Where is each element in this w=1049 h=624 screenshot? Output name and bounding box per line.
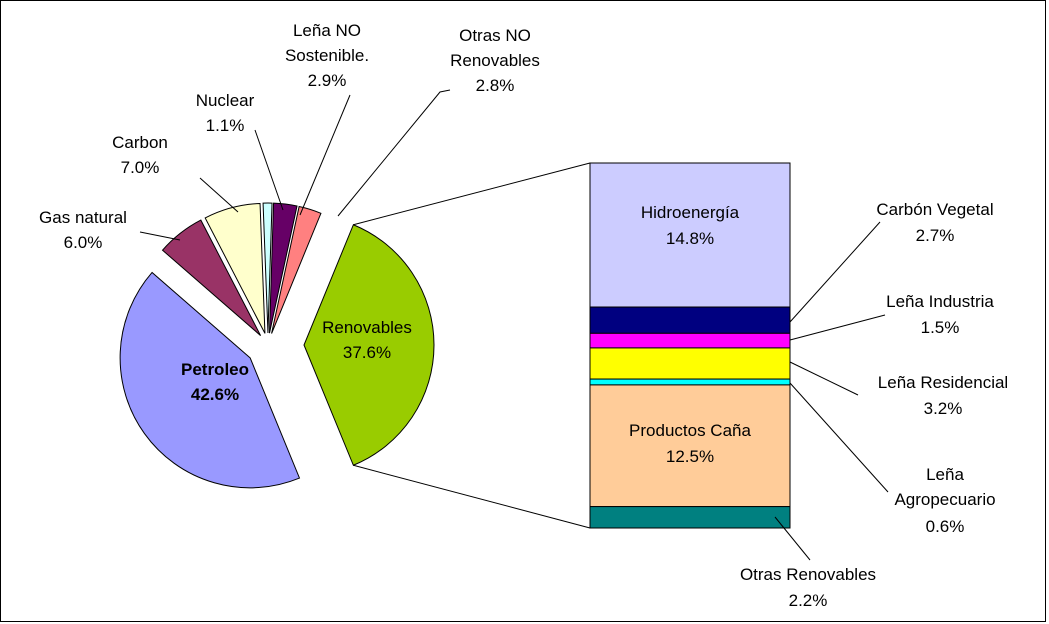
pie-slice: [268, 202, 298, 334]
bar-label: Otras Renovables: [739, 565, 877, 584]
bar-segment: [589, 347, 791, 380]
pie-slice: [262, 202, 273, 334]
pie-label: Petroleo: [180, 360, 250, 379]
leader-line: [789, 314, 886, 341]
bar-label: Carbón Vegetal: [876, 200, 994, 219]
pie-slice: [161, 219, 262, 336]
bar-segment: [589, 378, 791, 386]
bar-label: Leña Residencial: [877, 373, 1009, 392]
pie-value-label: 1.1%: [205, 116, 245, 135]
leader-line: [254, 129, 284, 211]
pie-value-label: 42.6%: [190, 385, 240, 404]
leader-line: [299, 94, 351, 216]
bar-segment: [589, 332, 791, 349]
leader-line: [353, 464, 591, 529]
bar-label: Leña Industria: [886, 292, 994, 311]
bar-label: Productos Caña: [629, 421, 751, 440]
leader-line: [353, 162, 591, 226]
pie-value-label: 2.9%: [307, 71, 347, 90]
bar-value-label: 2.7%: [915, 226, 955, 245]
pie-slice: [303, 224, 435, 466]
bar-segment: [589, 506, 791, 529]
bar-segment: [589, 306, 791, 334]
bar-segment: [589, 384, 791, 508]
leader-line: [789, 221, 881, 323]
bar-label: Leña Agropecuario: [894, 465, 996, 509]
pie-value-label: 2.8%: [475, 76, 515, 95]
pie-slice: [271, 205, 322, 334]
leader-line: [774, 516, 811, 561]
leader-line: [337, 89, 451, 217]
bar-segment: [589, 162, 791, 308]
bar-label: Hidroenergía: [640, 203, 740, 222]
pie-value-label: 7.0%: [120, 158, 160, 177]
bar-value-label: 14.8%: [665, 229, 715, 248]
leader-line: [199, 177, 239, 213]
pie-slice: [119, 271, 301, 489]
bar-value-label: 0.6%: [925, 517, 965, 536]
pie-label: Nuclear: [195, 91, 255, 110]
leader-line: [789, 361, 859, 396]
pie-label: Otras NO Renovables: [450, 26, 540, 70]
bar-value-label: 3.2%: [923, 399, 963, 418]
pie-label: Renovables: [322, 318, 412, 337]
pie-label: Gas natural: [39, 208, 127, 227]
pie-label: Leña NO Sostenible.: [284, 21, 370, 65]
bar-value-label: 1.5%: [920, 318, 960, 337]
leader-line: [139, 231, 181, 241]
pie-slice: [204, 202, 266, 334]
bar-value-label: 12.5%: [665, 447, 715, 466]
pie-value-label: 37.6%: [342, 343, 392, 362]
pie-label: Carbon: [112, 133, 168, 152]
bar-value-label: 2.2%: [788, 591, 828, 610]
leader-line: [789, 382, 889, 493]
pie-value-label: 6.0%: [63, 233, 103, 252]
